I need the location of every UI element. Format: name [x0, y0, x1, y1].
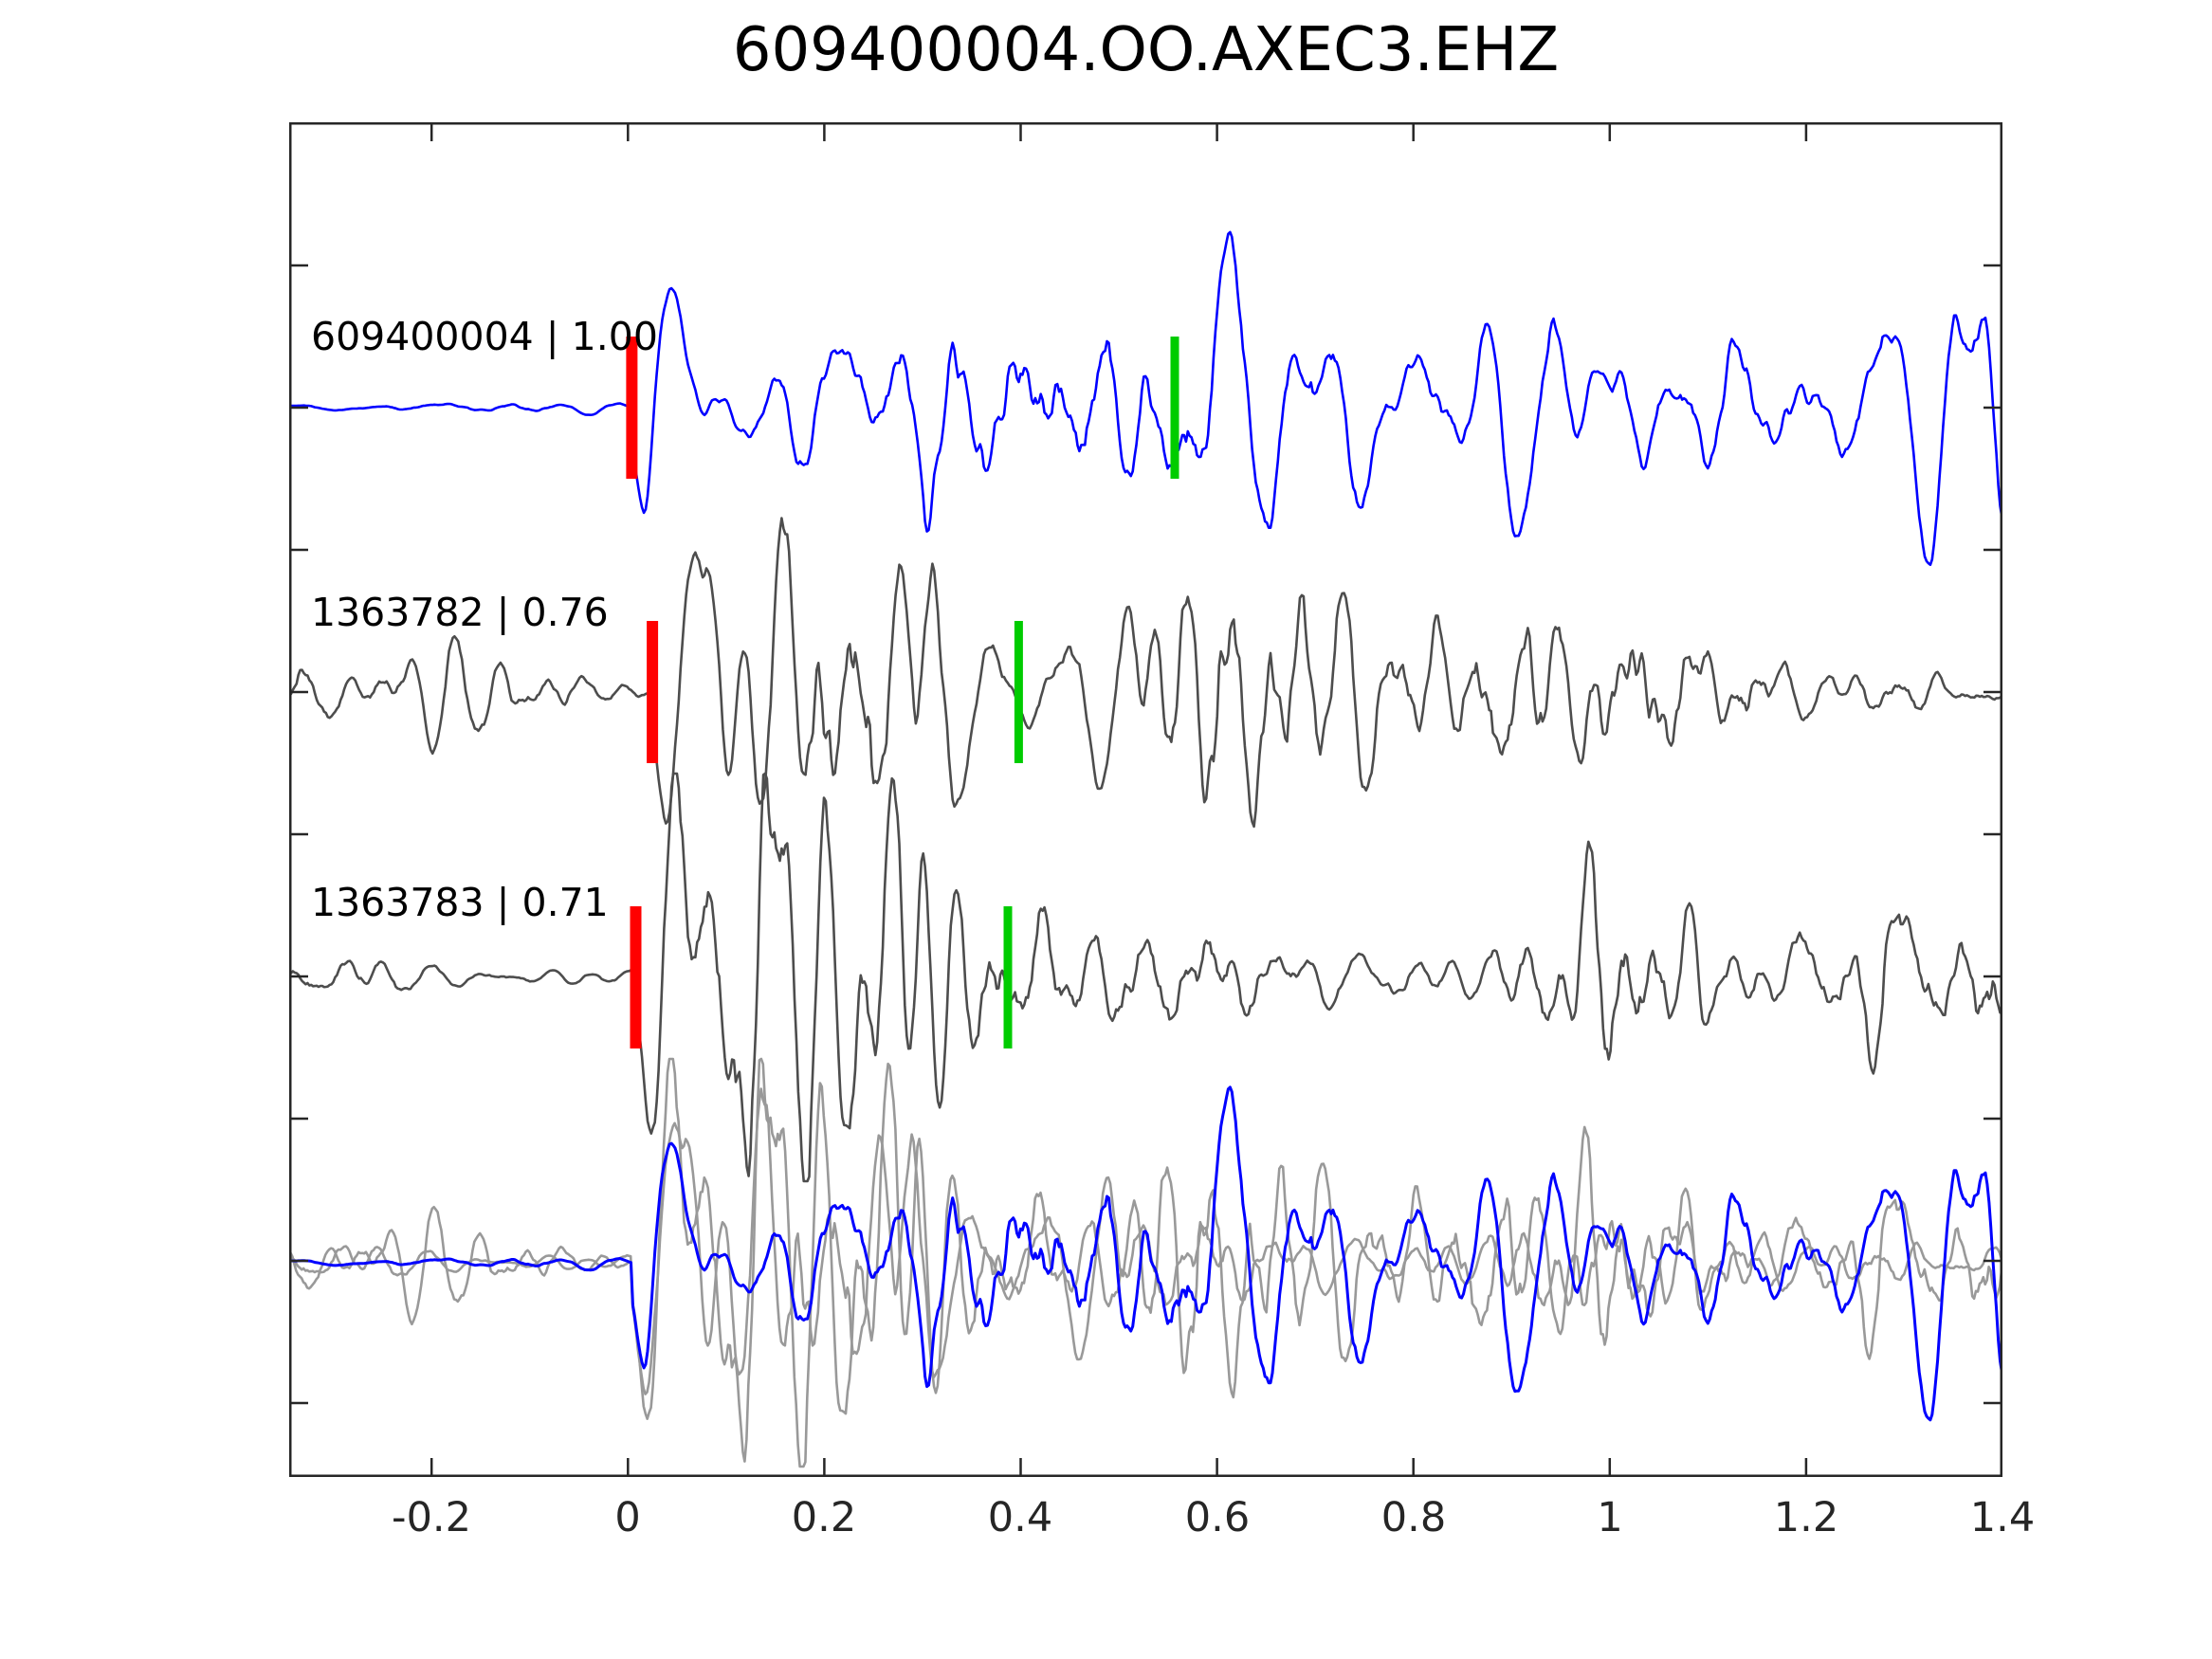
waveform-trace-609400004	[289, 230, 2002, 567]
green-window-marker-1363782	[1014, 621, 1023, 763]
trace-label-detection-2: 1363783 | 0.71	[311, 880, 609, 925]
green-window-marker-1363783	[1003, 906, 1013, 1048]
x-tick-label: 0	[614, 1494, 641, 1541]
red-pick-marker-1363782	[647, 621, 659, 763]
x-axis-tick-labels: -0.2 0 0.2 0.4 0.6 0.8 1 1.2 1.4	[289, 1494, 2035, 1551]
trace-label-detection-1: 1363782 | 0.76	[311, 590, 609, 635]
overlay-waveform-609400004	[289, 1085, 2002, 1422]
axes	[289, 122, 2002, 1477]
overlay-waveform-1363782	[289, 1087, 2002, 1399]
x-tick-label: 0.8	[1380, 1494, 1447, 1541]
x-tick-label: 1.4	[1969, 1494, 2036, 1541]
x-tick-label: 1	[1597, 1494, 1623, 1541]
waveform-canvas	[289, 122, 2002, 1477]
x-tick-label: 0.4	[987, 1494, 1053, 1541]
waveform-trace-1363782	[289, 517, 2002, 829]
x-tick-label: -0.2	[392, 1494, 471, 1541]
plot-title: 609400004.OO.AXEC3.EHZ	[732, 15, 1560, 85]
waveform-trace-1363783	[289, 772, 2002, 1183]
x-tick-label: 0.2	[791, 1494, 857, 1541]
axis-spine	[289, 122, 2002, 1477]
trace-label-template: 609400004 | 1.00	[311, 314, 658, 359]
x-tick-label: 1.2	[1773, 1494, 1839, 1541]
red-pick-marker-609400004	[626, 337, 638, 479]
plot-area	[289, 122, 2002, 1477]
trace-layer	[289, 230, 2002, 1468]
x-tick-label: 0.6	[1184, 1494, 1251, 1541]
green-window-marker-609400004	[1170, 337, 1179, 479]
red-pick-marker-1363783	[630, 906, 642, 1048]
